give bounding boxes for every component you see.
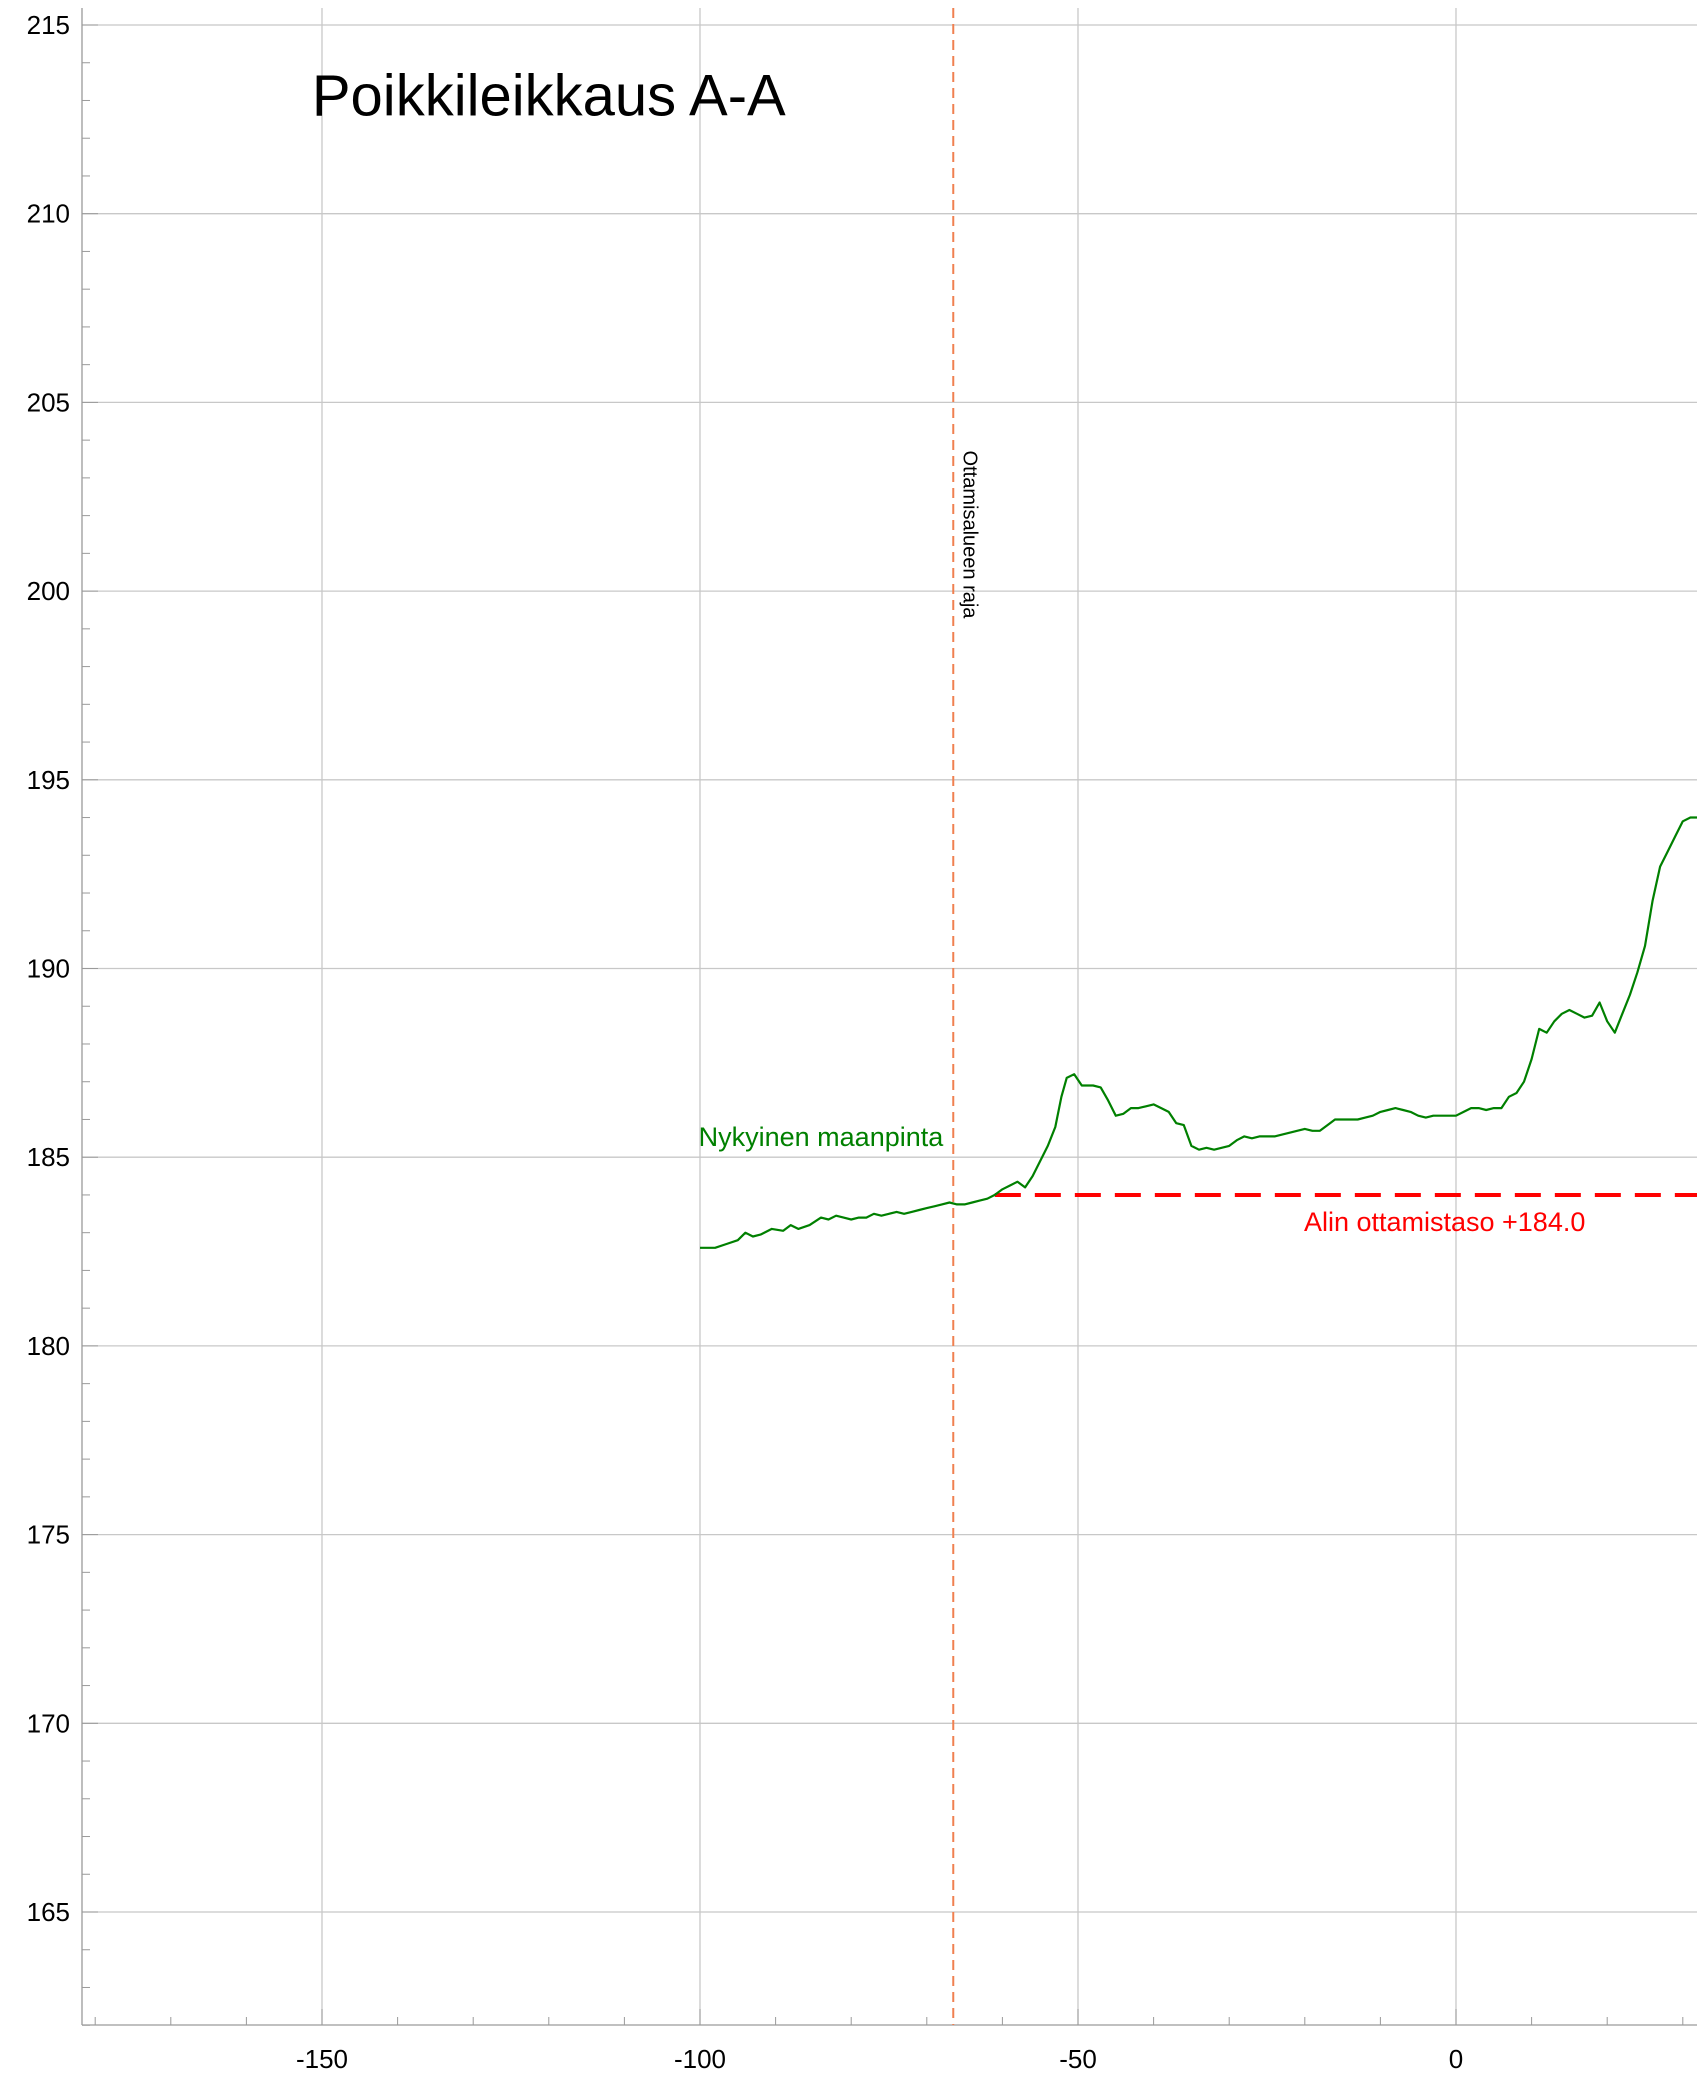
- y-tick-label: 205: [27, 387, 70, 417]
- annotations: Poikkileikkaus A-A Alin ottamistaso +184…: [312, 64, 1586, 1237]
- chart-title: Poikkileikkaus A-A: [312, 64, 786, 129]
- ground-surface-line: [700, 816, 1697, 1249]
- y-tick-label: 210: [27, 199, 70, 229]
- y-tick-label: 190: [27, 954, 70, 984]
- x-tick-label: -100: [674, 2044, 726, 2074]
- y-tick-label: 175: [27, 1520, 70, 1550]
- reference-lines: [952, 8, 1697, 2025]
- axes: 165 170 175 180 185 190 195 200 205 210 215 -150 -10…: [27, 8, 1697, 2074]
- series: [700, 816, 1697, 1249]
- y-tick-label: 195: [27, 765, 70, 795]
- y-tick-label: 215: [27, 10, 70, 40]
- min-extraction-level-label: Alin ottamistaso +184.0: [1304, 1207, 1585, 1237]
- boundary-label: Ottamisalueen raja: [958, 451, 980, 620]
- ground-surface-label: Nykyinen maanpinta: [699, 1122, 945, 1152]
- x-tick-label: -50: [1059, 2044, 1097, 2074]
- y-tick-label: 170: [27, 1708, 70, 1738]
- y-tick-label: 165: [27, 1897, 70, 1927]
- x-tick-label: -150: [296, 2044, 348, 2074]
- y-tick-label: 200: [27, 576, 70, 606]
- y-tick-label: 180: [27, 1331, 70, 1361]
- grid: [82, 8, 1697, 2025]
- x-tick-label: 0: [1449, 2044, 1463, 2074]
- y-tick-label: 185: [27, 1142, 70, 1172]
